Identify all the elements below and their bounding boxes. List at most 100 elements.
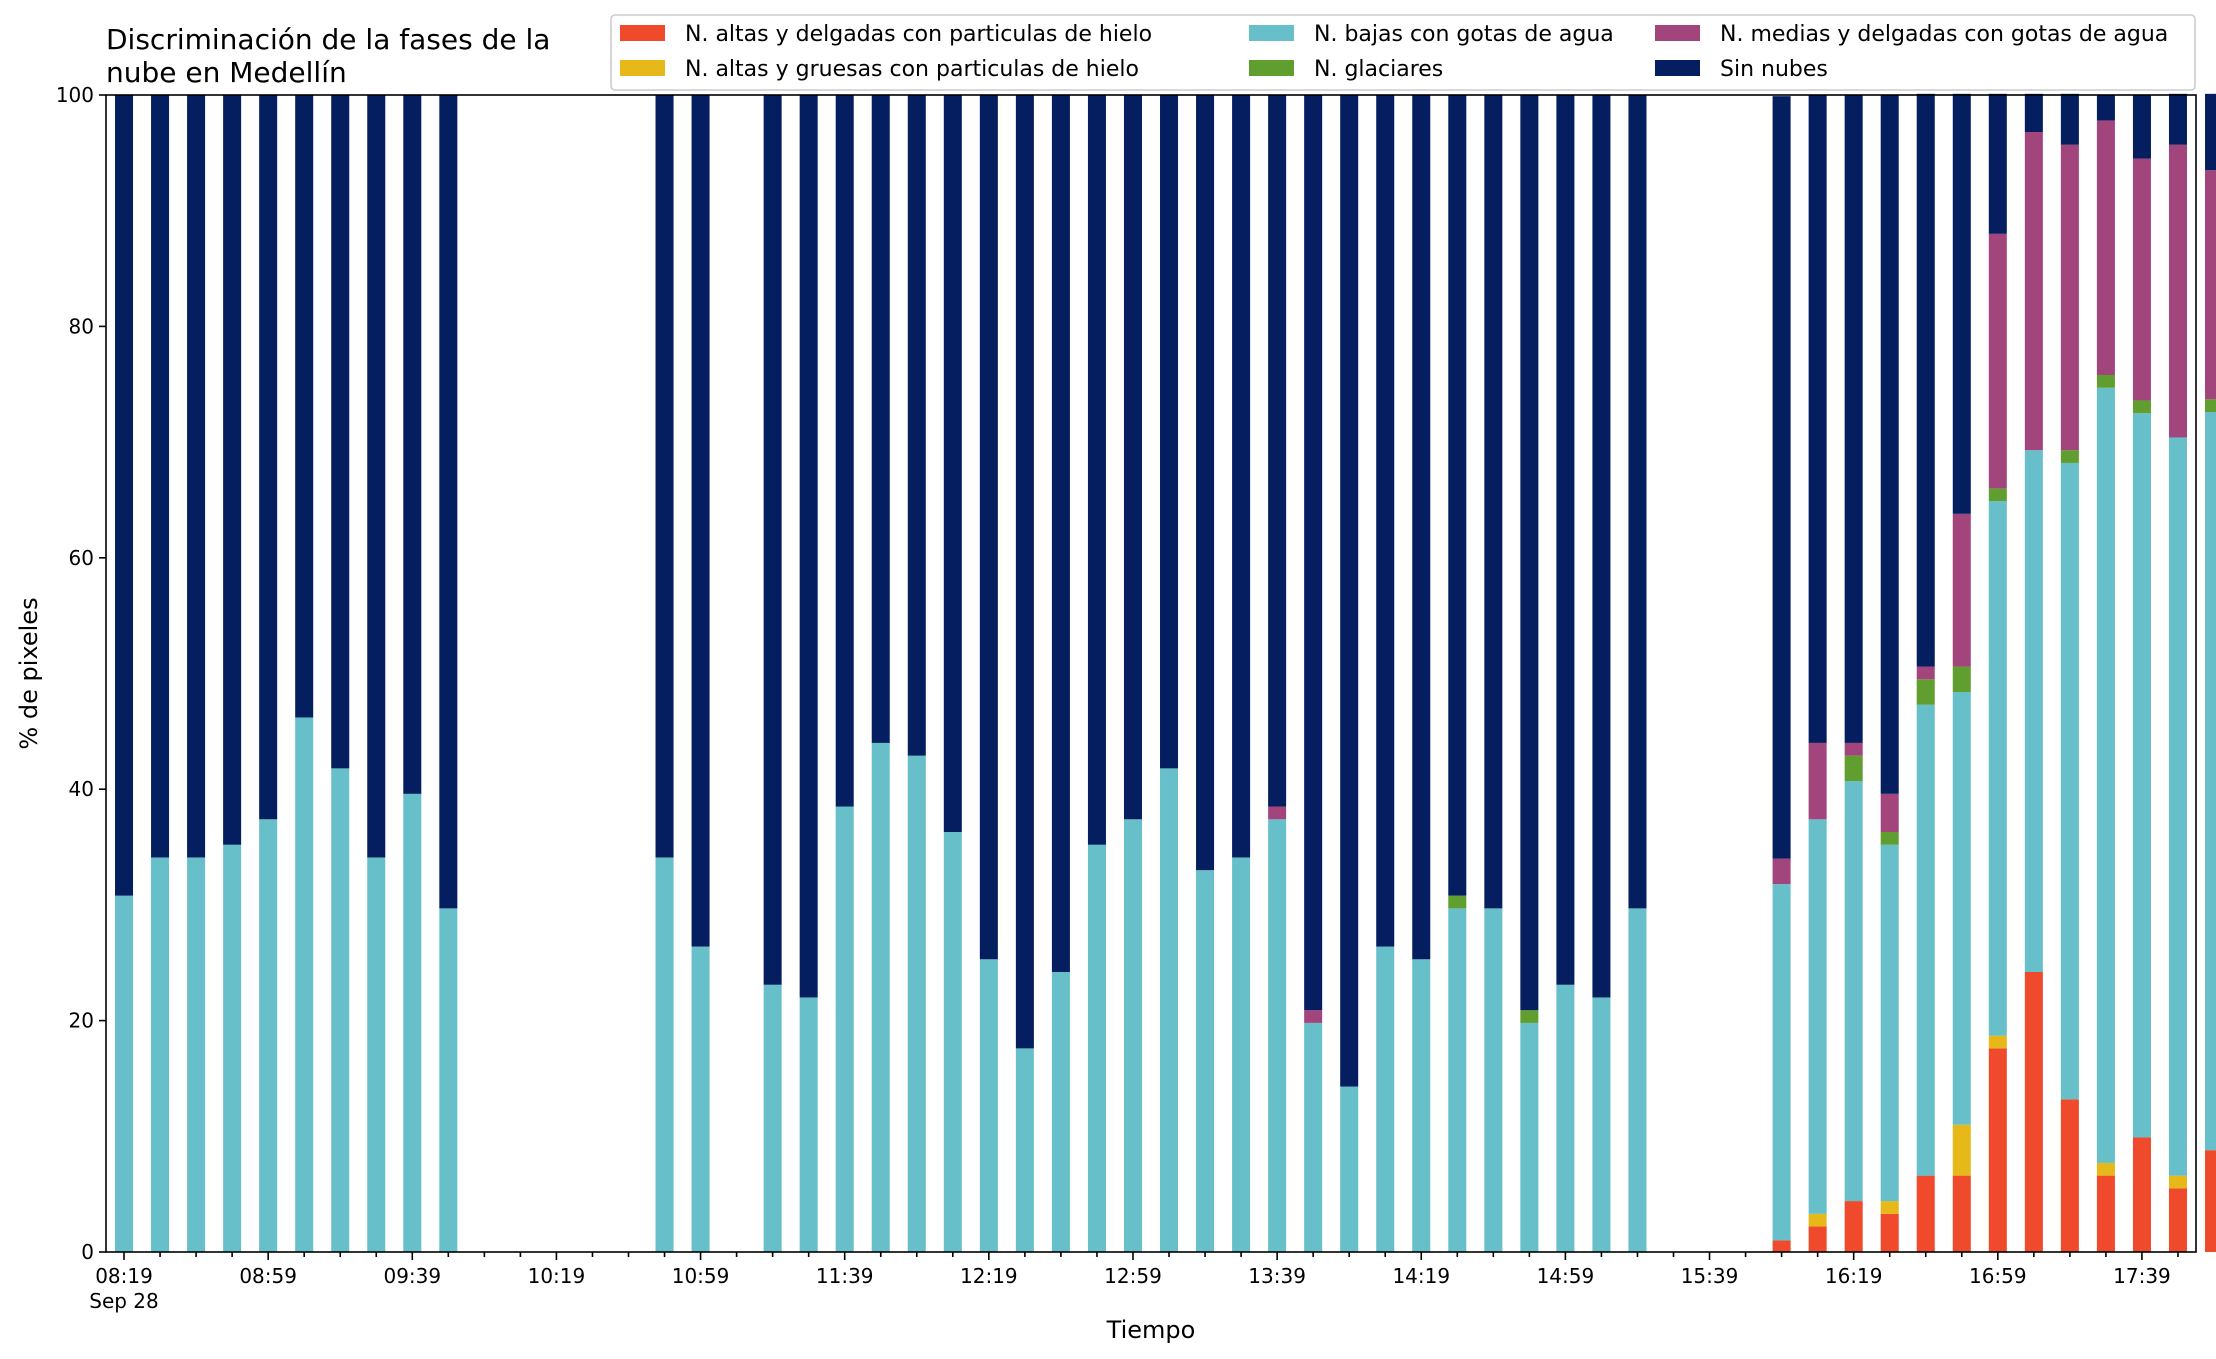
bar-segment — [979, 959, 998, 1252]
bar-segment — [1087, 95, 1106, 845]
legend-item: N. medias y delgadas con gotas de agua — [1655, 22, 2168, 47]
bar-segment — [1160, 768, 1179, 1252]
bar-segment — [871, 95, 890, 743]
bar-segment — [2060, 1099, 2079, 1252]
bar-segment — [2096, 95, 2115, 121]
legend-swatch — [1249, 60, 1294, 76]
x-tick-label: 08:19 — [95, 1264, 153, 1288]
bar-segment — [835, 95, 854, 807]
bar-segment — [403, 95, 422, 794]
legend-swatch — [620, 25, 665, 41]
bar-segment — [2168, 437, 2187, 1176]
bar-segment — [439, 908, 458, 1252]
y-axis: 0 20 40 60 80 100 — [56, 83, 106, 1264]
bar-segment — [1340, 1086, 1359, 1252]
bar-segment — [2168, 144, 2187, 438]
bar-segment — [223, 844, 242, 1252]
y-tick-label: 60 — [69, 546, 94, 570]
bar-segment — [2096, 1175, 2115, 1252]
bar-segment — [1880, 844, 1899, 1202]
bar-segment — [1772, 884, 1791, 1241]
bar-segment — [1304, 1010, 1323, 1023]
bar-segment — [1015, 1048, 1034, 1252]
x-tick-date-label: Sep 28 — [89, 1289, 159, 1313]
bar-segment — [2060, 93, 2079, 145]
bar-segment — [367, 857, 386, 1252]
bar-segment — [115, 895, 134, 1252]
bar-segment — [1808, 95, 1827, 743]
bar-segment — [1592, 997, 1611, 1252]
bar-segment — [1952, 692, 1971, 1125]
bar-segment — [1880, 832, 1899, 845]
x-tick-label: 10:59 — [672, 1264, 730, 1288]
legend-item: N. altas y delgadas con particulas de hi… — [620, 22, 1152, 47]
x-tick-label: 10:19 — [528, 1264, 586, 1288]
legend-swatch — [620, 60, 665, 76]
bar-segment — [1952, 93, 1971, 514]
bar-segment — [1123, 95, 1142, 820]
bar-segment — [367, 95, 386, 858]
legend-item: N. bajas con gotas de agua — [1249, 22, 1614, 47]
x-tick-label: 11:39 — [816, 1264, 874, 1288]
bar-segment — [2168, 1188, 2187, 1252]
bar-segment — [1051, 972, 1070, 1252]
bar-segment — [1268, 819, 1287, 1252]
bar-segment — [1556, 95, 1575, 985]
legend-label: N. medias y delgadas con gotas de agua — [1720, 22, 2168, 47]
bar-segment — [439, 95, 458, 909]
bar-segment — [2060, 462, 2079, 1100]
legend-swatch — [1655, 60, 1700, 76]
bar-segment — [655, 95, 674, 858]
bar-segment — [1268, 806, 1287, 820]
bar-segment — [2132, 400, 2151, 414]
bar-segment — [1772, 1240, 1791, 1252]
bar-segment — [223, 95, 242, 845]
bar-segment — [1916, 1175, 1935, 1252]
bar-segment — [1268, 95, 1287, 807]
bar-segment — [2205, 412, 2216, 1151]
bar-segment — [763, 984, 782, 1252]
bar-segment — [2096, 120, 2115, 375]
bar-segment — [2168, 93, 2187, 145]
legend-item: N. altas y gruesas con particulas de hie… — [620, 57, 1139, 82]
bar-segment — [1988, 488, 2007, 502]
bar-segment — [1087, 844, 1106, 1252]
bar-segment — [331, 95, 350, 769]
legend-label: N. altas y delgadas con particulas de hi… — [685, 22, 1152, 47]
bars — [115, 93, 2216, 1252]
bar-segment — [1484, 908, 1503, 1252]
bar-segment — [1808, 1226, 1827, 1252]
bar-segment — [943, 95, 962, 833]
legend-swatch — [1655, 25, 1700, 41]
bar-segment — [1988, 1035, 2007, 1049]
chart-title-line: Discriminación de la fases de la — [106, 23, 550, 56]
y-tick-label: 80 — [69, 314, 94, 338]
bar-segment — [2205, 1150, 2216, 1252]
bar-segment — [2205, 399, 2216, 413]
x-tick-label: 13:39 — [1248, 1264, 1306, 1288]
bar-segment — [1520, 1022, 1539, 1252]
bar-segment — [1376, 946, 1395, 1252]
x-tick-label: 16:59 — [1969, 1264, 2027, 1288]
bar-segment — [1988, 1048, 2007, 1252]
x-tick-label: 09:39 — [383, 1264, 441, 1288]
legend-label: N. glaciares — [1314, 57, 1443, 82]
bar-segment — [1808, 819, 1827, 1214]
x-tick-label: 12:59 — [1104, 1264, 1162, 1288]
x-tick-label: 14:19 — [1392, 1264, 1450, 1288]
bar-segment — [151, 95, 170, 858]
bar-segment — [1232, 95, 1251, 858]
bar-segment — [187, 857, 206, 1252]
bar-segment — [1880, 1213, 1899, 1252]
bar-segment — [871, 742, 890, 1252]
bar-segment — [1952, 1124, 1971, 1176]
bar-segment — [2060, 144, 2079, 451]
y-tick-label: 100 — [56, 83, 94, 107]
bar-segment — [1772, 858, 1791, 885]
bar-segment — [1196, 870, 1215, 1252]
legend: N. altas y delgadas con particulas de hi… — [610, 14, 2196, 91]
bar-segment — [1520, 1010, 1539, 1023]
y-tick-label: 20 — [69, 1009, 94, 1033]
bar-segment — [979, 95, 998, 960]
